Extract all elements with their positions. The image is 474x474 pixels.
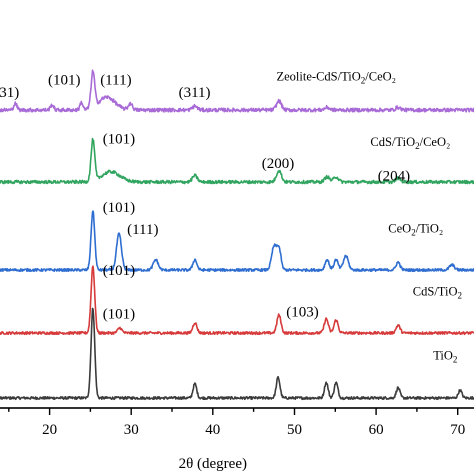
x-axis-ticks: 10203040506070	[8, 408, 465, 438]
peak-label: (101)	[103, 263, 136, 279]
x-tick-label: 20	[42, 422, 57, 438]
series-line-cds-tio2	[0, 265, 474, 336]
x-tick-label: 70	[450, 422, 465, 438]
peak-label: (331)	[0, 85, 19, 101]
peak-label: (101)	[103, 131, 136, 147]
peak-label: (101)	[103, 306, 136, 322]
x-tick-label: 50	[287, 422, 302, 438]
series-label: CdS/TiO2/CeO₂	[370, 135, 450, 151]
series-line-ceo2-tio2	[0, 210, 474, 273]
x-tick-label: 40	[205, 422, 220, 438]
x-tick-label: 60	[369, 422, 384, 438]
series-label: TiO2	[433, 348, 457, 364]
series-label: CdS/TiO2	[413, 285, 462, 301]
peak-label: (111)	[100, 72, 131, 88]
labels-layer: TiO2 (101) CdS/TiO2 (101) (103) CeO2/TiO₂ (101…	[0, 69, 462, 364]
peak-label: (111)	[127, 222, 158, 238]
series-line-cds-tio2-ceo2	[0, 137, 474, 185]
peak-label: (204)	[378, 169, 411, 185]
peak-label: (103)	[286, 304, 319, 320]
peak-label: (311)	[179, 85, 211, 101]
x-tick-label: 30	[124, 422, 139, 438]
series-line-zeolite-cds-tio2-ceo2	[0, 69, 474, 113]
peak-label: (101)	[48, 72, 81, 88]
curves-layer	[0, 69, 474, 401]
series-label: CeO2/TiO₂	[388, 222, 443, 238]
series-line-tio2	[0, 307, 474, 401]
plot-frame	[0, 407, 474, 409]
x-axis-title: 2θ (degree)	[179, 456, 247, 472]
peak-label: (101)	[103, 200, 136, 216]
peak-label: (200)	[262, 156, 295, 172]
series-label: Zeolite-CdS/TiO2/CeO₂	[277, 69, 397, 85]
